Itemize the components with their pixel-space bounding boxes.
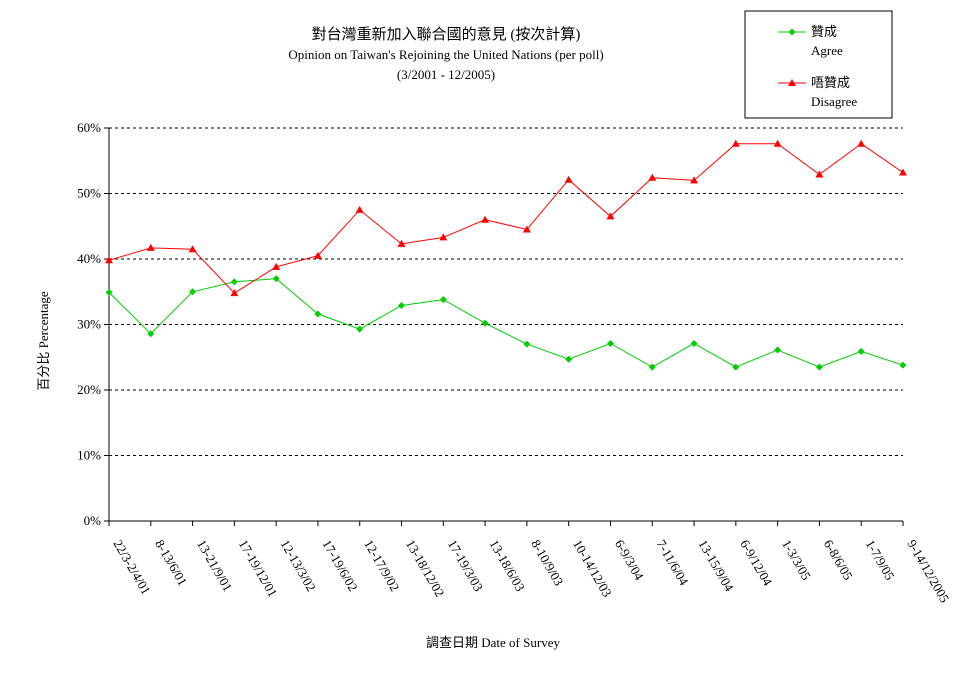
x-tick-label: 13-15/9/04 — [695, 537, 737, 594]
data-point-agree — [356, 325, 364, 333]
x-tick-label: 17-19/3/03 — [445, 537, 487, 594]
x-tick-label: 13-21/9/01 — [194, 537, 236, 594]
series — [105, 139, 907, 371]
legend-disagree-label: 唔贊成 — [811, 75, 850, 90]
legend: 贊成 Agree 唔贊成 Disagree — [744, 10, 893, 119]
data-point-disagree — [648, 173, 657, 181]
data-point-agree — [899, 361, 907, 369]
data-point-disagree — [606, 212, 615, 220]
data-point-agree — [189, 288, 197, 296]
data-point-agree — [607, 340, 614, 347]
data-point-agree — [857, 347, 865, 355]
data-point-agree — [105, 288, 113, 296]
data-point-disagree — [857, 139, 866, 147]
x-tick-label: 7-11/6/04 — [654, 537, 692, 588]
y-tick-label: 0% — [84, 513, 102, 528]
data-point-agree — [774, 346, 782, 354]
data-point-agree — [147, 330, 155, 338]
x-tick-label: 13-18/6/03 — [487, 537, 529, 594]
x-tick-label: 8-10/9/03 — [528, 537, 566, 588]
data-point-disagree — [230, 289, 239, 297]
x-tick-label: 8-13/6/01 — [152, 537, 190, 588]
legend-agree-label: 贊成 — [811, 24, 837, 39]
x-tick-label: 6-8/6/05 — [821, 537, 856, 583]
data-point-agree — [732, 363, 740, 371]
x-axis-label: 調查日期 Date of Survey — [426, 635, 560, 650]
legend-disagree-marker — [788, 79, 796, 86]
y-tick-label: 40% — [77, 251, 101, 266]
series-line-disagree — [108, 143, 904, 294]
x-tick-label: 6-9/3/04 — [612, 537, 647, 583]
data-point-agree — [439, 296, 447, 304]
data-point-agree — [314, 310, 322, 318]
data-point-disagree — [188, 245, 197, 253]
data-point-disagree — [146, 243, 155, 251]
y-tick-label: 30% — [77, 317, 101, 332]
x-tick-label: 10-14/12/03 — [570, 537, 615, 600]
data-point-disagree — [313, 251, 322, 259]
data-point-disagree — [690, 176, 699, 184]
x-tick-label: 9-14/12/2005 — [904, 537, 952, 605]
legend-disagree-label-en: Disagree — [811, 94, 857, 109]
legend-agree-label-en: Agree — [811, 43, 843, 58]
data-point-disagree — [397, 239, 406, 247]
x-tick-label: 13-18/12/02 — [403, 537, 448, 600]
x-tick-label: 17-19/6/02 — [319, 537, 361, 594]
data-point-agree — [398, 302, 405, 309]
chart-subtitle: Opinion on Taiwan's Rejoining the United… — [288, 47, 603, 62]
data-point-disagree — [522, 225, 531, 233]
data-point-disagree — [899, 168, 907, 176]
chart-title: 對台灣重新加入聯合國的意見 (按次計算) — [312, 25, 581, 43]
x-tick-labels: 22/3-2/4/018-13/6/01 13-21/9/01 17-19/12/0… — [110, 537, 952, 605]
data-point-agree — [230, 278, 238, 286]
data-point-agree — [565, 355, 573, 363]
data-point-agree — [523, 340, 531, 348]
y-axis-label: 百分比 Percentage — [36, 291, 51, 391]
series-line-agree — [108, 278, 904, 368]
y-tick-labels: 0% 10% 20% 30% 40% 50% 60% — [77, 120, 101, 528]
y-tick-label: 20% — [77, 382, 101, 397]
axes — [104, 127, 904, 526]
x-tick-label: 12-13/3/02 — [278, 537, 320, 594]
x-tick-label: 12-17/9/02 — [361, 537, 403, 594]
gridlines — [109, 127, 903, 456]
x-tick-label: 22/3-2/4/01 — [110, 537, 153, 597]
data-point-disagree — [481, 215, 490, 223]
legend-box — [744, 10, 893, 119]
data-point-disagree — [105, 256, 113, 264]
x-tick-label: 1-3/3/05 — [779, 537, 814, 583]
data-point-agree — [648, 363, 656, 371]
data-point-disagree — [355, 205, 364, 213]
data-point-agree — [815, 363, 823, 371]
data-point-disagree — [731, 139, 740, 147]
x-tick-label: 17-19/12/01 — [236, 537, 281, 600]
data-point-disagree — [564, 175, 573, 183]
data-point-disagree — [773, 139, 782, 147]
legend-agree-marker — [788, 28, 796, 36]
y-tick-label: 10% — [77, 448, 101, 463]
y-tick-label: 60% — [77, 120, 101, 135]
data-point-agree — [272, 275, 280, 283]
chart-period: (3/2001 - 12/2005) — [397, 67, 495, 82]
x-tick-label: 6-9/12/04 — [737, 537, 776, 589]
data-point-agree — [690, 340, 698, 347]
y-tick-label: 50% — [77, 186, 101, 201]
data-point-disagree — [439, 233, 448, 241]
data-point-disagree — [815, 170, 824, 178]
data-point-agree — [481, 319, 489, 327]
data-point-disagree — [272, 262, 281, 270]
x-tick-label: 1-7/9/05 — [863, 537, 898, 583]
